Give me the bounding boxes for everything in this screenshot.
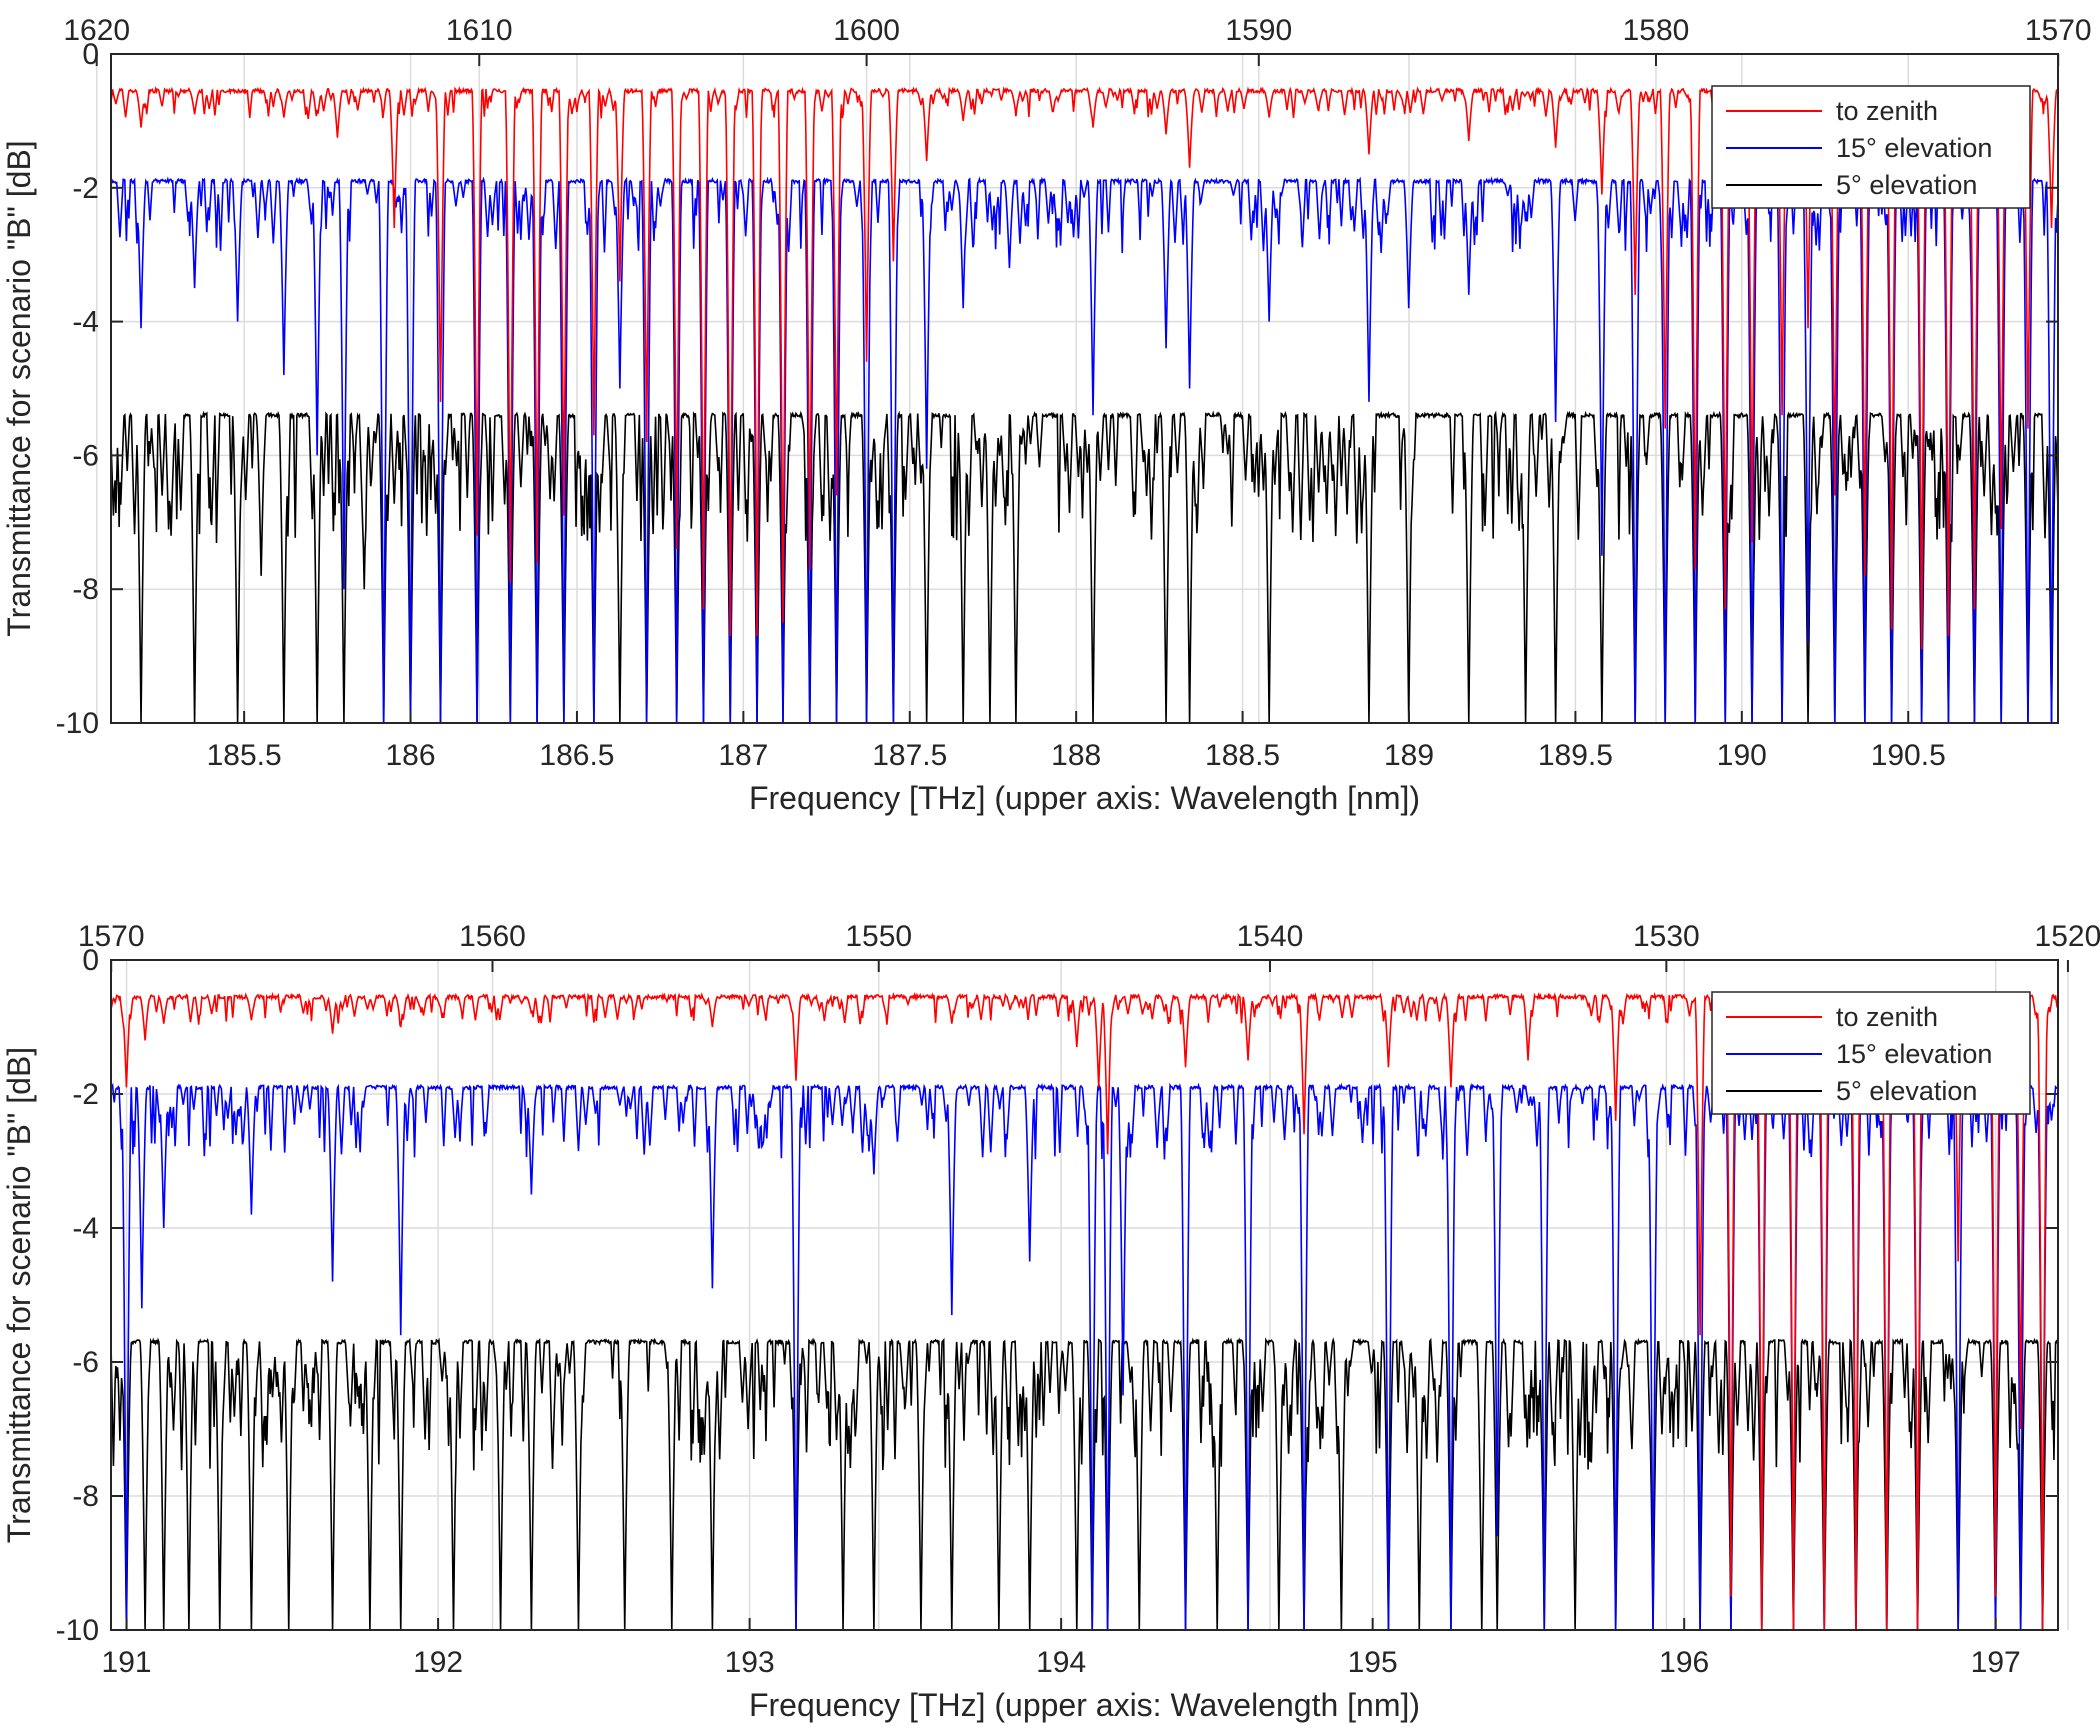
x-tick-label: 197 (1971, 1646, 2021, 1679)
x-tick-label: 190.5 (1871, 739, 1946, 772)
y-tick-label: -10 (56, 707, 99, 740)
x-tick-label: 189.5 (1538, 739, 1613, 772)
x-tick-label: 186.5 (539, 739, 614, 772)
top-tick-label: 1570 (2025, 14, 2092, 47)
x-tick-label: 187 (718, 739, 768, 772)
legend-label-elev15: 15° elevation (1836, 1039, 1992, 1069)
series-line-zenith (111, 991, 2058, 1630)
y-axis-label: Transmittance for scenario "B" [dB] (1, 140, 37, 636)
x-tick-label: 194 (1036, 1646, 1086, 1679)
top-tick-label: 1570 (78, 920, 145, 953)
top-tick-label: 1590 (1225, 14, 1292, 47)
top-tick-label: 1550 (845, 920, 912, 953)
top-tick-label: 1520 (2035, 920, 2100, 953)
y-tick-label: -10 (56, 1614, 99, 1647)
y-tick-label: -4 (72, 306, 99, 339)
y-tick-label: 0 (82, 944, 99, 977)
x-tick-label: 193 (725, 1646, 775, 1679)
legend-label-zenith: to zenith (1836, 1002, 1938, 1032)
legend-label-elev5: 5° elevation (1836, 170, 1977, 200)
top-tick-label: 1610 (446, 14, 513, 47)
y-tick-label: -4 (72, 1212, 99, 1245)
x-tick-label: 186 (386, 739, 436, 772)
top-tick-label: 1530 (1633, 920, 1700, 953)
legend-label-elev15: 15° elevation (1836, 133, 1992, 163)
x-axis-label: Frequency [THz] (upper axis: Wavelength … (749, 780, 1420, 816)
top-tick-label: 1600 (833, 14, 900, 47)
x-tick-label: 188.5 (1205, 739, 1280, 772)
x-tick-label: 192 (413, 1646, 463, 1679)
x-tick-label: 185.5 (207, 739, 282, 772)
top-panel: 185.5 186 186.5 187 187.5 188 188.5 189 189.5 190… (1, 14, 2092, 816)
y-tick-label: -8 (72, 573, 99, 606)
x-tick-label: 195 (1348, 1646, 1398, 1679)
bottom-panel: 191 192 193 194 195 196 197 0 -2 -4 -6 -8 -10 1570 156… (1, 920, 2100, 1723)
x-tick-label: 191 (102, 1646, 152, 1679)
y-axis-label: Transmittance for scenario "B" [dB] (1, 1047, 37, 1543)
top-tick-label: 1540 (1237, 920, 1304, 953)
x-tick-label: 196 (1659, 1646, 1709, 1679)
x-tick-label: 187.5 (872, 739, 947, 772)
series-group (111, 991, 2058, 1630)
legend-label-elev5: 5° elevation (1836, 1076, 1977, 1106)
axes-box (110, 959, 2059, 1631)
legend: to zenith 15° elevation 5° elevation (1711, 991, 2031, 1115)
x-axis-label: Frequency [THz] (upper axis: Wavelength … (749, 1687, 1420, 1723)
y-tick-label: -6 (72, 1346, 99, 1379)
series-line-elev15 (111, 176, 2058, 723)
x-tick-label: 190 (1717, 739, 1767, 772)
top-tick-label: 1560 (459, 920, 526, 953)
axes-box (110, 53, 2059, 724)
x-tick-label: 188 (1051, 739, 1101, 772)
y-tick-label: -8 (72, 1480, 99, 1513)
top-tick-label: 1580 (1623, 14, 1690, 47)
legend-label-zenith: to zenith (1836, 96, 1938, 126)
y-tick-label: -2 (72, 172, 99, 205)
series-line-elev5 (111, 410, 2058, 723)
top-tick-label: 1620 (63, 14, 130, 47)
y-tick-label: 0 (82, 38, 99, 71)
x-tick-label: 189 (1384, 739, 1434, 772)
y-tick-label: -6 (72, 439, 99, 472)
legend: to zenith 15° elevation 5° elevation (1711, 85, 2031, 209)
y-tick-label: -2 (72, 1078, 99, 1111)
series-line-elev5 (111, 1337, 2058, 1630)
